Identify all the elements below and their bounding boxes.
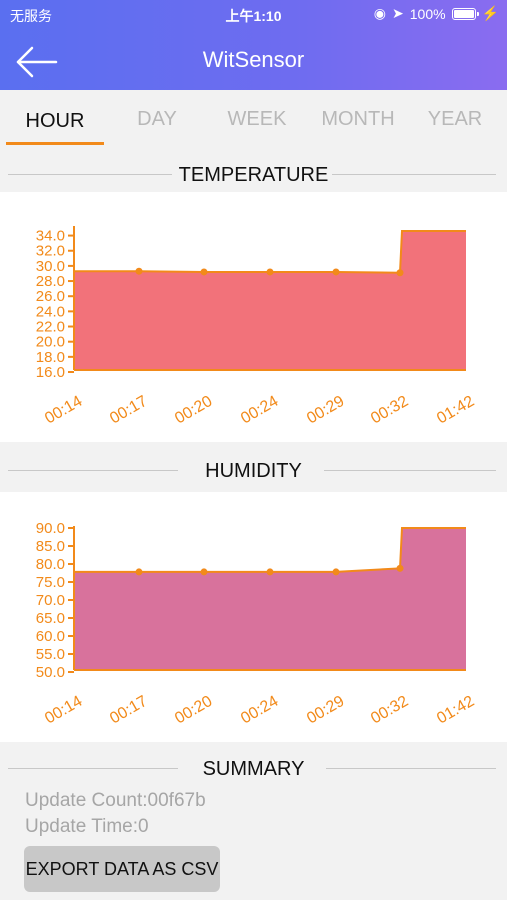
temp-point-5 xyxy=(396,269,404,277)
temperature-chart-svg: 16.018.020.022.024.026.028.030.032.034.0… xyxy=(36,226,477,428)
back-button[interactable] xyxy=(14,44,60,80)
location-icon: ➤ xyxy=(392,5,404,21)
hum-xtick-label-5: 00:32 xyxy=(368,693,411,728)
carrier-text: 无服务 xyxy=(10,8,52,24)
temp-xtick-label-3: 00:24 xyxy=(238,393,281,428)
battery-percent: 100% xyxy=(409,5,446,22)
tab-week[interactable]: WEEK xyxy=(227,108,287,130)
tab-day[interactable]: DAY xyxy=(137,108,177,130)
tab-year[interactable]: YEAR xyxy=(427,108,483,130)
tab-month[interactable]: MONTH xyxy=(321,108,395,130)
hum-line xyxy=(74,527,466,573)
temp-point-1 xyxy=(135,267,143,275)
hum-ytick-label-2: 60.0 xyxy=(36,628,65,645)
temp-ytick-label-6: 28.0 xyxy=(36,273,65,290)
temp-xtick-label-1: 00:17 xyxy=(107,393,150,428)
status-right: ◉ ➤ 100% ⚡ xyxy=(374,5,499,22)
hum-ytick-label-1: 55.0 xyxy=(36,646,65,663)
temp-ytick-label-8: 32.0 xyxy=(36,243,65,260)
update-time-text: Update Time:0 xyxy=(25,816,149,837)
tab-hour[interactable]: HOUR xyxy=(25,110,85,132)
temperature-chart: 16.0 18.0 20.0 22.0 24.0 26.0 28.0 30.0 32.0 34.0… xyxy=(0,192,507,442)
temp-xtick-label-6: 01:42 xyxy=(434,393,477,428)
humidity-title: HUMIDITY xyxy=(205,460,302,482)
temp-ytick-label-4: 24.0 xyxy=(36,303,65,320)
hum-xtick-label-6: 01:42 xyxy=(434,693,477,728)
hum-point-4 xyxy=(332,568,340,576)
temp-xtick-label-5: 00:32 xyxy=(368,393,411,428)
status-bar: 无服务 上午1:10 ◉ ➤ 100% ⚡ xyxy=(0,0,507,28)
humidity-section-header: HUMIDITY xyxy=(0,448,507,492)
active-tab-indicator xyxy=(6,142,104,145)
temp-ytick-label-5: 26.0 xyxy=(36,288,65,305)
app-header: 无服务 上午1:10 ◉ ➤ 100% ⚡ WitSensor xyxy=(0,0,507,90)
temp-ytick-label-3: 22.0 xyxy=(36,319,65,336)
temp-ytick-label-0: 16.0 xyxy=(36,364,65,381)
hum-ytick-label-0: 50.0 xyxy=(36,664,65,681)
temp-ytick-label-9: 34.0 xyxy=(36,228,65,245)
temp-xtick-label-0: 00:14 xyxy=(42,393,85,428)
hum-ytick-label-3: 65.0 xyxy=(36,610,65,627)
temperature-section-header: TEMPERATURE xyxy=(0,152,507,196)
clock-text: 上午1:10 xyxy=(225,8,282,24)
temp-line xyxy=(74,230,466,274)
temp-point-2 xyxy=(200,268,208,276)
hum-point-1 xyxy=(135,568,143,576)
temp-xtick-label-4: 00:29 xyxy=(304,393,347,428)
temp-point-3 xyxy=(266,268,274,276)
temp-ytick-label-2: 20.0 xyxy=(36,334,65,351)
arrow-left-icon xyxy=(16,46,58,78)
humidity-chart-svg: 50.055.060.065.070.075.080.085.090.0 00:1… xyxy=(36,520,478,728)
hum-ytick-label-4: 70.0 xyxy=(36,592,65,609)
orientation-lock-icon: ◉ xyxy=(373,5,387,21)
hum-point-5 xyxy=(396,564,404,572)
export-csv-button[interactable]: EXPORT DATA AS CSV xyxy=(24,846,220,892)
page-title: WitSensor xyxy=(202,47,305,72)
temp-ytick-label-1: 18.0 xyxy=(36,349,65,366)
temperature-title: TEMPERATURE xyxy=(178,164,329,186)
hum-ytick-label-8: 90.0 xyxy=(36,520,65,537)
hum-ytick-label-6: 80.0 xyxy=(36,556,65,573)
hum-xtick-label-3: 00:24 xyxy=(238,693,281,728)
humidity-chart: 50.0 55.0 60.0 65.0 70.0 75.0 80.0 85.0 90.0 00:1… xyxy=(0,492,507,742)
temp-point-4 xyxy=(332,268,340,276)
hum-xtick-label-1: 00:17 xyxy=(107,693,150,728)
time-range-tabs: HOUR DAY WEEK MONTH YEAR xyxy=(0,90,507,148)
hum-ytick-label-7: 85.0 xyxy=(36,538,65,555)
hum-point-2 xyxy=(200,568,208,576)
battery-icon xyxy=(451,7,479,20)
temp-xtick-label-2: 00:20 xyxy=(172,393,215,428)
hum-ytick-label-5: 75.0 xyxy=(36,574,65,591)
summary-section-header: SUMMARY xyxy=(0,746,507,790)
hum-xtick-label-0: 00:14 xyxy=(42,693,85,728)
hum-xtick-label-2: 00:20 xyxy=(172,693,215,728)
hum-area xyxy=(74,528,466,670)
hum-xtick-label-4: 00:29 xyxy=(304,693,347,728)
hum-point-3 xyxy=(266,568,274,576)
charging-icon: ⚡ xyxy=(481,5,499,21)
update-count-text: Update Count:00f67b xyxy=(25,790,206,811)
temp-ytick-label-7: 30.0 xyxy=(36,258,65,275)
temp-area xyxy=(74,231,466,370)
summary-title: SUMMARY xyxy=(202,758,305,780)
